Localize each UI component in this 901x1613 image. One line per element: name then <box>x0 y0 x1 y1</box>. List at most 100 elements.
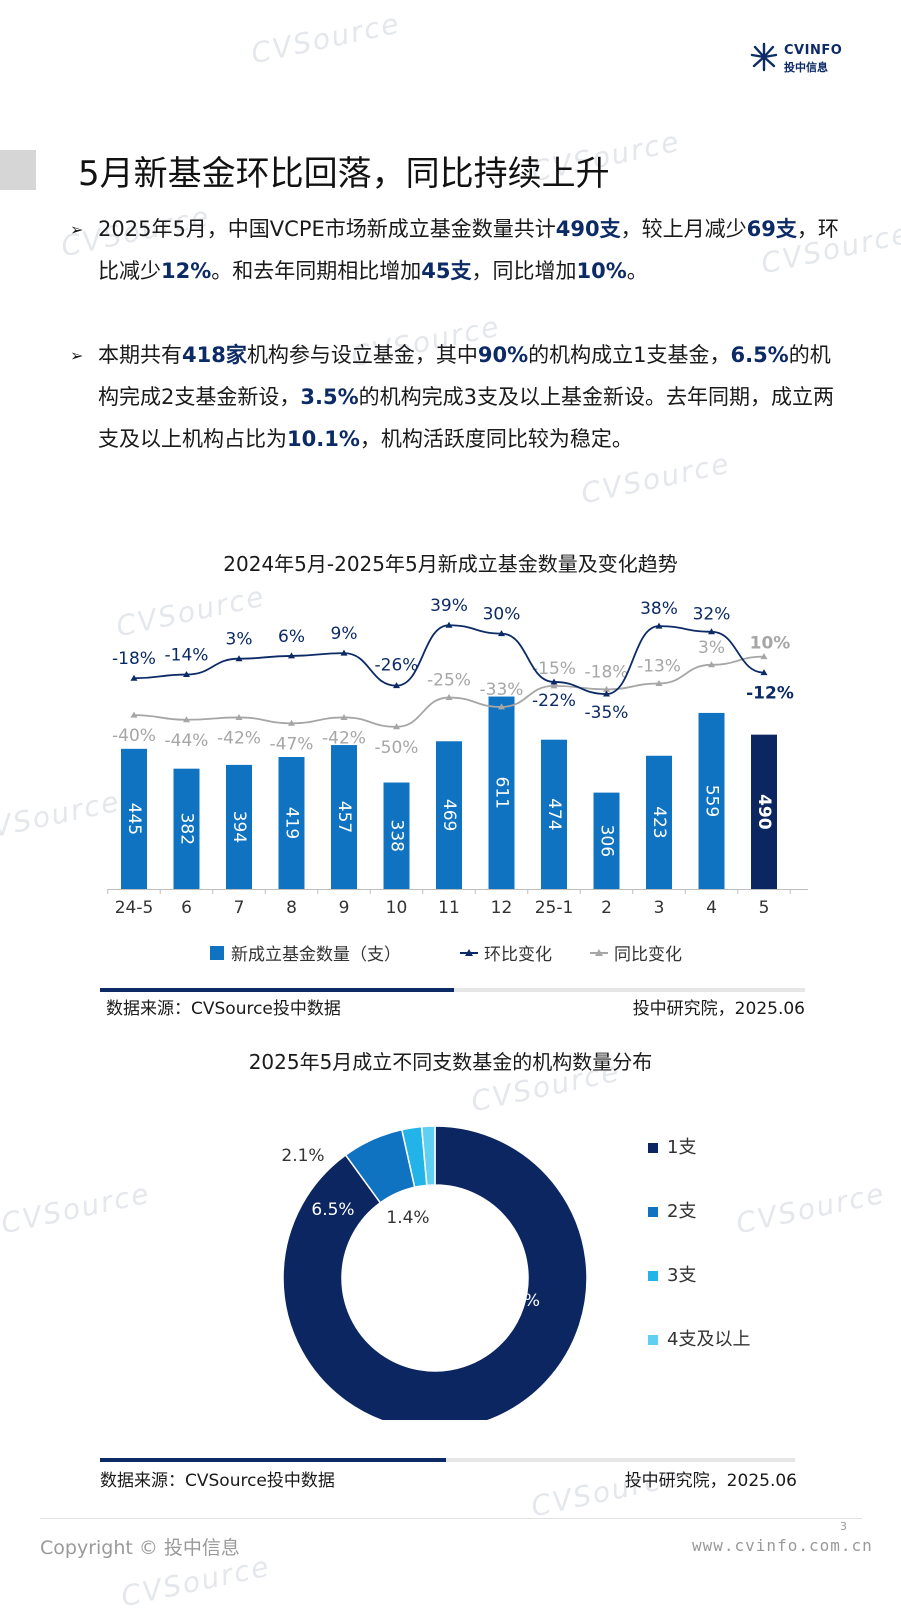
legend-yoy-label: 同比变化 <box>614 945 682 965</box>
yoy-marker <box>550 682 558 689</box>
bar-value-label: 382 <box>176 813 196 845</box>
yoy-marker <box>603 685 610 692</box>
bar-new-funds <box>751 734 777 889</box>
x-axis-tick-label: 7 <box>234 898 245 918</box>
bullet-arrow-icon: ➢ <box>70 220 84 239</box>
yoy-data-label: 3% <box>698 638 725 658</box>
chart1-title: 2024年5月-2025年5月新成立基金数量及变化趋势 <box>223 552 678 576</box>
mom-marker <box>235 655 243 662</box>
text-run: 的机构完成3支及以上基金新设。去年同期，成立两支及以上机构占比为 <box>98 385 834 451</box>
mom-marker <box>603 690 610 697</box>
legend-bar-swatch <box>210 946 224 960</box>
yoy-data-label: -13% <box>637 657 681 677</box>
x-axis-tick-label: 2 <box>601 898 612 918</box>
highlight-run: 90% <box>477 343 529 367</box>
donut-slice <box>420 1125 436 1187</box>
mom-data-label: -14% <box>165 646 209 666</box>
legend-bar-label: 新成立基金数量（支） <box>231 945 401 965</box>
mom-marker <box>340 649 348 656</box>
donut-data-label: 2.1% <box>281 1146 324 1166</box>
mom-marker <box>760 669 768 676</box>
footer-copyright: Copyright © 投中信息 <box>40 1537 240 1559</box>
bar-value-label: 338 <box>387 820 407 852</box>
mom-marker <box>655 622 663 629</box>
text-run: 。 <box>626 259 648 283</box>
bar-new-funds <box>226 764 252 889</box>
mom-data-label: -18% <box>112 649 156 669</box>
bar-value-label: 306 <box>597 825 617 857</box>
yoy-marker <box>708 661 715 668</box>
bar-value-label: 457 <box>334 801 354 833</box>
cvinfo-logo-icon <box>750 42 778 72</box>
donut-data-label: 1.4% <box>386 1208 429 1228</box>
yoy-data-label: -33% <box>480 680 524 700</box>
chart1-source-right: 投中研究院，2025.06 <box>632 999 805 1019</box>
x-axis-tick-label: 8 <box>286 898 297 918</box>
mom-marker <box>130 674 138 681</box>
legend-swatch <box>648 1271 658 1281</box>
bar-value-label: 445 <box>124 803 144 835</box>
chart2-title: 2025年5月成立不同支数基金的机构数量分布 <box>248 1050 653 1074</box>
mom-data-label: 3% <box>226 630 253 650</box>
yoy-data-label: -25% <box>427 671 471 691</box>
bar-value-label: 469 <box>439 799 459 831</box>
x-axis-tick-label: 4 <box>706 898 717 918</box>
yoy-marker <box>130 711 138 718</box>
mom-marker <box>708 628 715 635</box>
yoy-data-label: -18% <box>585 662 629 682</box>
mom-data-label: 30% <box>483 605 521 625</box>
mom-marker <box>550 678 558 685</box>
bar-value-label: 474 <box>544 798 564 830</box>
mom-data-label: 6% <box>278 627 305 647</box>
yoy-data-label: -47% <box>270 734 314 754</box>
source-divider-accent <box>100 988 454 992</box>
footer-website: www.cvinfo.com.cn <box>692 1536 873 1555</box>
page-title: 5月新基金环比回落，同比持续上升 <box>78 154 610 194</box>
yoy-marker <box>340 713 348 720</box>
legend-label: 3支 <box>667 1265 696 1286</box>
text-run: 机构参与设立基金，其中 <box>246 343 478 367</box>
text-run: 本期共有 <box>98 343 182 367</box>
x-axis-tick-label: 11 <box>438 898 460 918</box>
bar-value-label: 611 <box>492 777 512 809</box>
mom-marker <box>393 682 400 689</box>
highlight-run: 12% <box>161 259 212 283</box>
mom-data-label: -26% <box>375 656 419 676</box>
x-axis-tick-label: 5 <box>759 898 770 918</box>
yoy-marker <box>235 713 243 720</box>
bar-new-funds <box>593 792 620 889</box>
bar-value-label: 394 <box>229 811 249 843</box>
mom-data-label: 32% <box>693 605 731 625</box>
chart2-source-right: 投中研究院，2025.06 <box>624 1471 797 1491</box>
bullet-2-text: 本期共有418家机构参与设立基金，其中90%的机构成立1支基金，6.5%的机构完… <box>98 334 850 460</box>
highlight-run: 45支 <box>421 259 472 283</box>
yoy-marker <box>288 719 295 726</box>
bar-new-funds <box>541 739 567 889</box>
yoy-data-label: -42% <box>217 728 261 748</box>
bar-value-label: 419 <box>282 807 302 839</box>
legend-label: 1支 <box>667 1137 696 1158</box>
donut-data-label: 90.0% <box>486 1291 540 1311</box>
mom-data-label: 38% <box>640 599 678 619</box>
x-axis-tick-label: 12 <box>491 898 513 918</box>
footer-divider <box>40 1518 862 1519</box>
yoy-marker <box>760 653 768 660</box>
mom-marker <box>498 630 505 637</box>
logo-text-en: CVINFO <box>784 43 843 58</box>
highlight-run: 10% <box>576 259 627 283</box>
legend-swatch <box>648 1207 658 1217</box>
bar-new-funds <box>488 696 515 889</box>
yoy-marker <box>498 703 505 710</box>
source-divider <box>100 1458 795 1462</box>
text-run: 的机构成立1支基金， <box>528 343 731 367</box>
bar-new-funds <box>698 712 725 889</box>
x-axis-tick-label: 10 <box>386 898 408 918</box>
yoy-data-label: -42% <box>322 728 366 748</box>
mom-data-label: -22% <box>532 691 576 711</box>
highlight-run: 3.5% <box>300 385 359 409</box>
donut-slice <box>282 1125 588 1420</box>
legend-mom-label: 环比变化 <box>484 945 552 965</box>
legend-label: 2支 <box>667 1201 696 1222</box>
legend-swatch <box>648 1335 658 1345</box>
yoy-data-label: -50% <box>375 738 419 758</box>
